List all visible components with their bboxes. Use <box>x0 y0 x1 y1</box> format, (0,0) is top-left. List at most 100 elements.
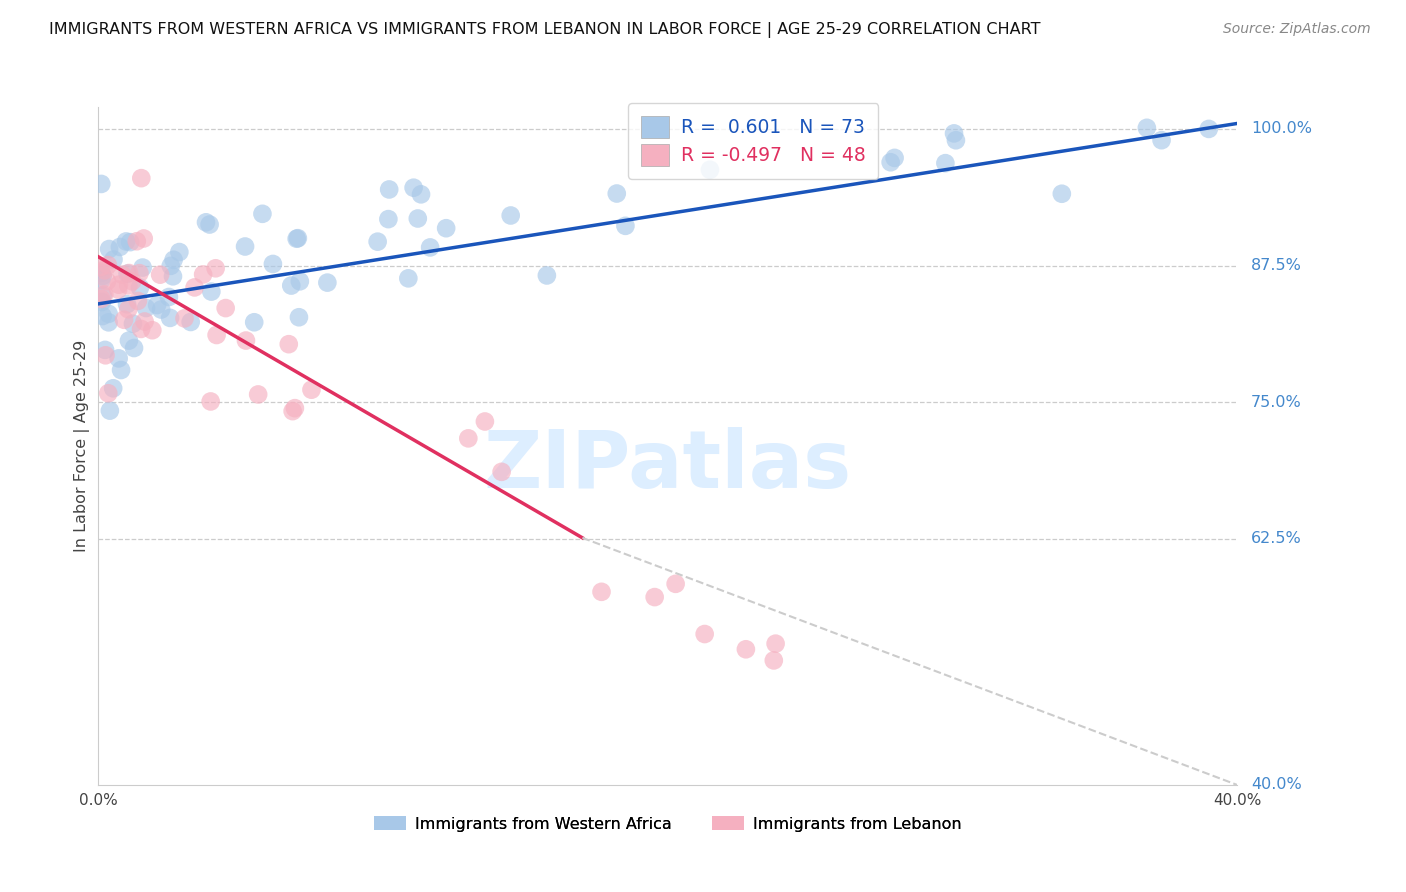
Point <box>1050 186 1073 201</box>
Point <box>367 235 389 249</box>
Point <box>191 268 214 282</box>
Point <box>108 240 131 254</box>
Point <box>316 276 339 290</box>
Point <box>132 231 155 245</box>
Point <box>287 231 309 245</box>
Point <box>934 156 956 170</box>
Text: ZIPatlas: ZIPatlas <box>484 427 852 506</box>
Point <box>377 212 399 227</box>
Point <box>97 258 120 272</box>
Point <box>149 268 172 282</box>
Text: 62.5%: 62.5% <box>1251 532 1302 547</box>
Point <box>183 280 205 294</box>
Point <box>606 186 628 201</box>
Point <box>131 171 153 186</box>
Point <box>1136 120 1159 135</box>
Point <box>665 577 688 591</box>
Point <box>103 381 125 395</box>
Point <box>280 278 302 293</box>
Point <box>97 315 120 329</box>
Point <box>162 269 184 284</box>
Point <box>94 343 117 357</box>
Point <box>883 151 905 165</box>
Point <box>378 182 401 196</box>
Point <box>97 307 120 321</box>
Point <box>159 310 181 325</box>
Point <box>252 207 274 221</box>
Point <box>943 127 966 141</box>
Point <box>98 242 121 256</box>
Point <box>402 180 425 194</box>
Point <box>434 221 457 235</box>
Point <box>93 263 115 277</box>
Point <box>288 274 311 288</box>
Point <box>284 401 307 416</box>
Point <box>146 298 169 312</box>
Text: 87.5%: 87.5% <box>1251 258 1302 273</box>
Point <box>614 219 637 233</box>
Point <box>301 383 323 397</box>
Point <box>1198 122 1220 136</box>
Point <box>115 235 138 249</box>
Point <box>1150 133 1173 147</box>
Point <box>117 267 139 281</box>
Point <box>122 341 145 355</box>
Point <box>96 274 118 288</box>
Point <box>91 309 114 323</box>
Point <box>762 653 785 667</box>
Point <box>131 260 153 275</box>
Point <box>110 363 132 377</box>
Point <box>457 431 479 445</box>
Point <box>90 273 112 287</box>
Point <box>281 404 304 418</box>
Point <box>98 403 121 417</box>
Point <box>536 268 558 283</box>
Point <box>91 288 114 302</box>
Point <box>159 259 181 273</box>
Point <box>115 297 138 311</box>
Point <box>122 317 145 331</box>
Point <box>93 287 115 301</box>
Text: Source: ZipAtlas.com: Source: ZipAtlas.com <box>1223 22 1371 37</box>
Point <box>107 277 129 292</box>
Point <box>120 235 142 249</box>
Point <box>644 590 666 604</box>
Point <box>117 302 139 317</box>
Point <box>90 295 112 310</box>
Point <box>128 266 150 280</box>
Legend: Immigrants from Western Africa, Immigrants from Lebanon: Immigrants from Western Africa, Immigran… <box>367 810 969 838</box>
Point <box>112 313 135 327</box>
Point <box>90 266 112 280</box>
Point <box>200 285 222 299</box>
Point <box>262 257 284 271</box>
Point <box>491 465 513 479</box>
Point <box>107 351 129 366</box>
Point <box>233 239 256 253</box>
Point <box>118 266 141 280</box>
Point <box>277 337 299 351</box>
Point <box>173 311 195 326</box>
Point <box>499 209 522 223</box>
Point <box>204 261 226 276</box>
Text: 100.0%: 100.0% <box>1251 121 1312 136</box>
Point <box>406 211 429 226</box>
Point <box>129 322 152 336</box>
Point <box>235 334 257 348</box>
Text: 75.0%: 75.0% <box>1251 395 1302 409</box>
Point <box>129 280 152 294</box>
Point <box>117 278 139 293</box>
Point <box>396 271 419 285</box>
Point <box>243 315 266 329</box>
Point <box>134 314 156 328</box>
Point <box>765 637 787 651</box>
Point <box>162 252 184 267</box>
Point <box>198 218 221 232</box>
Point <box>945 133 967 147</box>
Point <box>735 642 758 657</box>
Point <box>215 301 238 315</box>
Point <box>90 260 112 274</box>
Point <box>693 627 716 641</box>
Point <box>141 323 163 337</box>
Point <box>879 155 901 169</box>
Point <box>247 387 270 401</box>
